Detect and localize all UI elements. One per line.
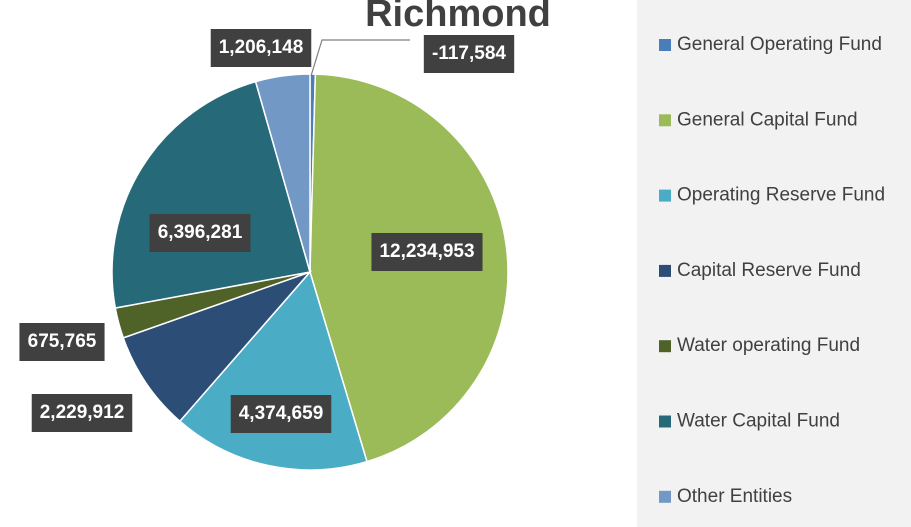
legend-swatch bbox=[659, 415, 671, 428]
chart-title: Richmond bbox=[365, 0, 551, 35]
legend-swatch bbox=[659, 39, 671, 51]
legend-label: General Capital Fund bbox=[677, 109, 858, 130]
data-label-box bbox=[371, 233, 483, 271]
data-label: 6,396,281 bbox=[158, 222, 243, 243]
data-label: 675,765 bbox=[28, 331, 97, 352]
legend-label: Water operating Fund bbox=[677, 335, 860, 356]
data-label-box bbox=[149, 214, 251, 252]
data-label: 2,229,912 bbox=[40, 402, 125, 423]
data-label: 1,206,148 bbox=[219, 37, 304, 58]
legend-swatch bbox=[659, 490, 671, 503]
data-label: -117,584 bbox=[432, 43, 506, 64]
data-label-box bbox=[31, 394, 133, 432]
pie-slice bbox=[254, 73, 311, 273]
legend-swatch bbox=[659, 114, 671, 127]
pie-slice bbox=[122, 270, 313, 423]
legend-swatch bbox=[659, 189, 671, 202]
legend-swatch bbox=[659, 340, 671, 353]
legend-label: Operating Reserve Fund bbox=[677, 185, 885, 206]
legend-label: Capital Reserve Fund bbox=[677, 260, 861, 281]
data-label: 12,234,953 bbox=[379, 241, 474, 262]
legend-label: Water Capital Fund bbox=[677, 411, 840, 432]
data-label: 4,374,659 bbox=[239, 403, 324, 424]
legend-label: Other Entities bbox=[677, 486, 792, 507]
data-label-box bbox=[210, 29, 312, 67]
data-label-box bbox=[230, 395, 332, 433]
legend-label: General Operating Fund bbox=[677, 34, 882, 55]
leader-line bbox=[310, 39, 410, 77]
legend-background bbox=[637, 0, 911, 527]
legend-swatch bbox=[659, 264, 671, 277]
data-label-box bbox=[423, 35, 515, 73]
data-label-box bbox=[19, 323, 105, 361]
